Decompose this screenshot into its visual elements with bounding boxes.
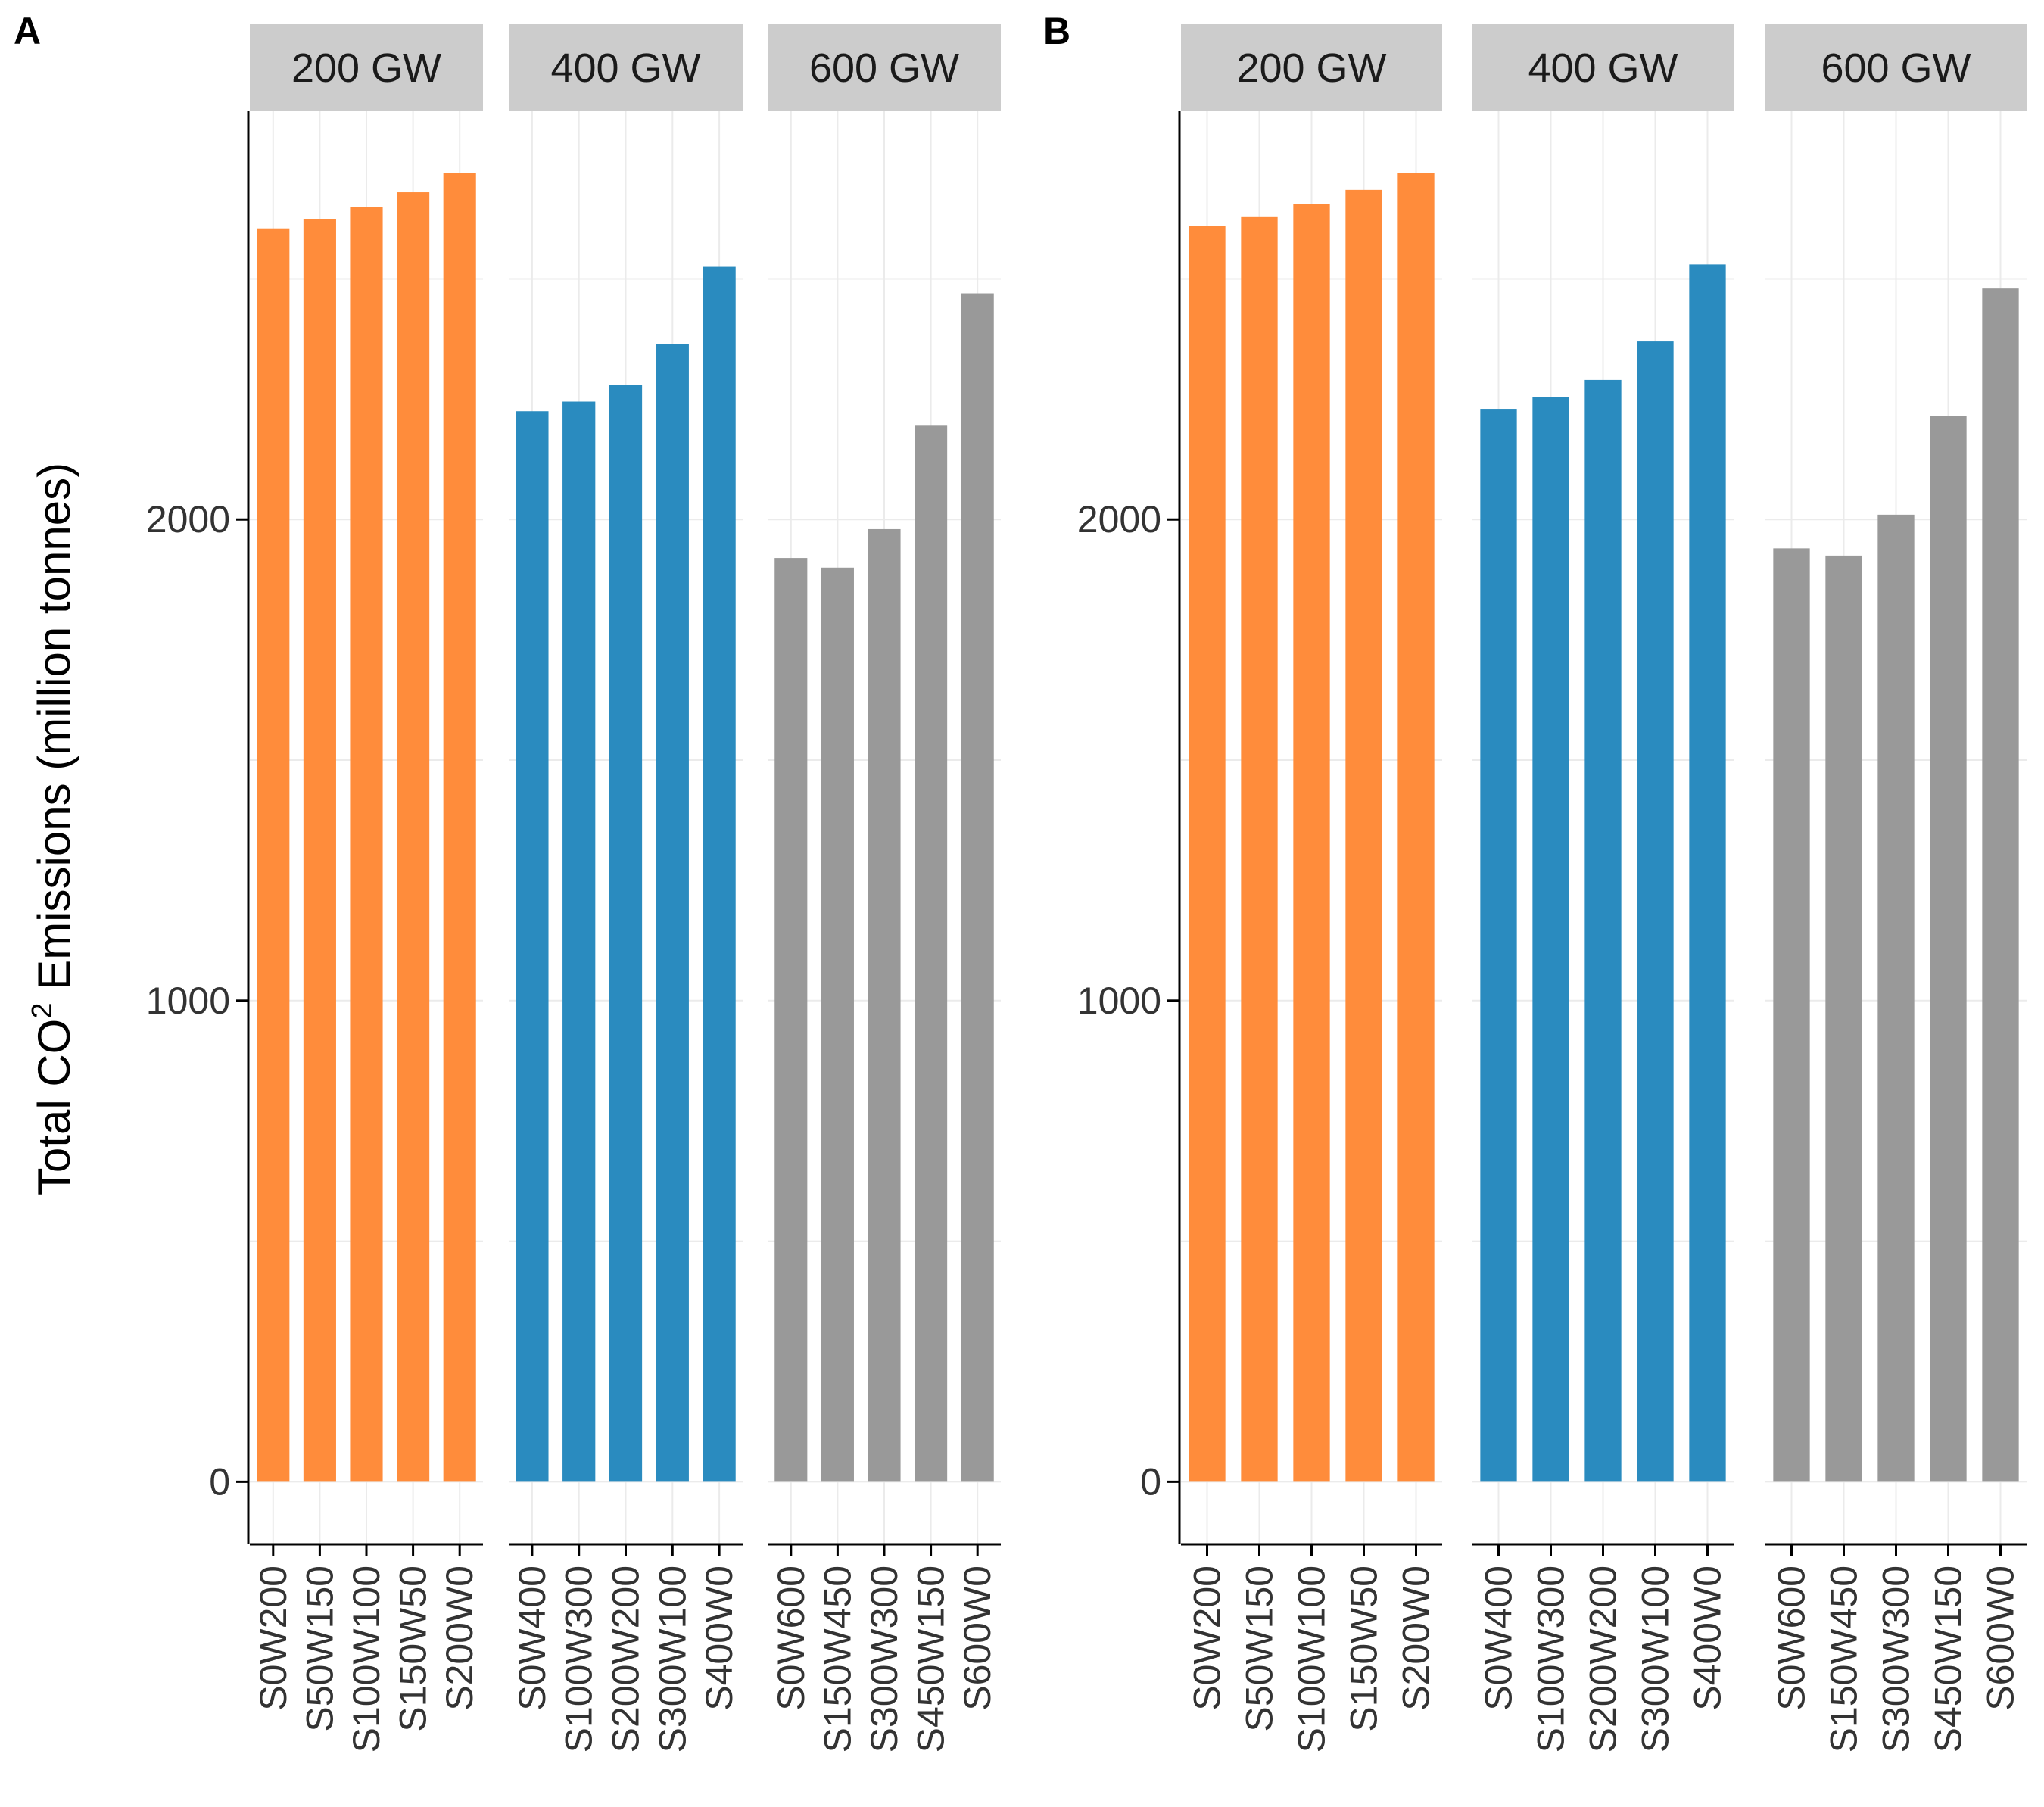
facet-400-gw: 400 GW S0W400 S100W300 S200W200 S300W100 S400…: [1472, 24, 1734, 1752]
facet-strip-label: 200 GW: [1236, 45, 1386, 91]
x-tick-label: S50W150: [298, 1566, 341, 1732]
bar: [516, 411, 549, 1482]
x-tick-label: S400W0: [1687, 1566, 1729, 1711]
x-tick-label: S0W400: [1478, 1566, 1520, 1711]
x-tick-label: S100W300: [558, 1566, 600, 1752]
bar: [1877, 514, 1915, 1482]
y-tick-label: 2000: [146, 498, 230, 541]
bar: [1637, 341, 1674, 1482]
facet-strip-label: 400 GW: [550, 45, 700, 91]
facet-strip-label: 400 GW: [1528, 45, 1678, 91]
bar: [915, 425, 948, 1482]
bar: [1584, 379, 1622, 1482]
bar: [1825, 555, 1862, 1482]
facet-strip: [509, 24, 743, 111]
x-tick-label: S150W50: [392, 1566, 435, 1732]
x-tick-label: S300W100: [1634, 1566, 1677, 1752]
bar: [1689, 264, 1726, 1482]
y-axis: 0 1000 2000: [146, 111, 250, 1544]
x-tick-label: S0W600: [1771, 1566, 1813, 1711]
facet-strip-label: 600 GW: [1821, 45, 1971, 91]
x-tick-label: S200W0: [438, 1566, 481, 1711]
facet-strip-label: 600 GW: [809, 45, 959, 91]
y-axis: 0 1000 2000: [1077, 111, 1181, 1544]
bar: [443, 173, 476, 1482]
bar: [1293, 204, 1330, 1482]
bar: [1480, 409, 1517, 1482]
facet-200-gw: 200 GW S0W200 S50W150 S100W100 S150W50 S200W0: [1181, 24, 1442, 1752]
bar: [1397, 173, 1435, 1482]
facet-600-gw: 600 GW S0W600 S150W450 S300W300 S450W150 S600…: [768, 24, 1001, 1752]
x-tick-label: S150W50: [1343, 1566, 1385, 1732]
x-tick-label: S0W200: [1186, 1566, 1229, 1711]
facet-400-gw: 400 GW S0W400 S100W300 S200W200 S300W100 S400…: [509, 24, 743, 1752]
x-tick-label: S50W150: [1239, 1566, 1281, 1732]
panel-tag: B: [1043, 10, 1070, 52]
bar: [1189, 226, 1226, 1482]
bar: [656, 344, 689, 1482]
bar: [774, 558, 808, 1482]
bar: [821, 567, 854, 1482]
x-tick-label: S200W200: [605, 1566, 647, 1752]
bar: [1773, 548, 1810, 1482]
x-tick-label: S150W450: [816, 1566, 858, 1752]
x-tick-label: S400W0: [698, 1566, 740, 1711]
x-tick-label: S0W400: [511, 1566, 553, 1711]
bar: [1930, 416, 1967, 1482]
y-tick-label: 2000: [1077, 498, 1161, 541]
bar: [1241, 216, 1278, 1482]
x-tick-label: S300W300: [1875, 1566, 1918, 1752]
facet-strip: [1472, 24, 1734, 111]
bar: [703, 266, 736, 1482]
x-tick-label: S200W200: [1582, 1566, 1625, 1752]
x-tick-label: S300W100: [651, 1566, 693, 1752]
y-tick-label: 1000: [1077, 980, 1161, 1022]
y-tick-label: 0: [209, 1460, 230, 1503]
bar: [1982, 288, 2019, 1482]
x-tick-label: S450W150: [1927, 1566, 1970, 1752]
bar: [397, 192, 430, 1482]
panel-tag: A: [14, 10, 41, 52]
bar: [868, 528, 901, 1482]
bar: [350, 207, 383, 1482]
x-tick-label: S300W300: [863, 1566, 905, 1752]
x-tick-label: S100W300: [1530, 1566, 1572, 1752]
x-tick-label: S0W600: [770, 1566, 812, 1711]
x-tick-label: S0W200: [252, 1566, 294, 1711]
y-tick-label: 1000: [146, 980, 230, 1022]
bar: [609, 385, 643, 1482]
bar: [1345, 189, 1382, 1482]
x-tick-label: S150W450: [1823, 1566, 1865, 1752]
x-tick-label: S600W0: [1980, 1566, 2022, 1711]
x-tick-label: S100W100: [1291, 1566, 1333, 1752]
x-tick-label: S200W0: [1395, 1566, 1438, 1711]
facet-strip: [250, 24, 483, 111]
facet-strip: [1181, 24, 1442, 111]
bar: [257, 228, 290, 1482]
x-tick-label: S100W100: [345, 1566, 388, 1752]
facet-strip-label: 200 GW: [291, 45, 441, 91]
facet-strip: [1765, 24, 2027, 111]
facet-600-gw: 600 GW S0W600 S150W450 S300W300 S450W150 S600…: [1765, 24, 2027, 1752]
bar: [961, 293, 994, 1482]
x-tick-label: S450W150: [910, 1566, 952, 1752]
y-axis-title: Total CO2 Emissions (million tonnes): [26, 463, 79, 1195]
bar: [1532, 397, 1569, 1482]
facet-strip: [768, 24, 1001, 111]
x-tick-label: S600W0: [956, 1566, 999, 1711]
facet-200-gw: 200 GW S0W200 S50W150 S100W100 S150W50 S200W0: [250, 24, 483, 1752]
bar: [562, 401, 596, 1482]
bar: [303, 219, 336, 1482]
y-tick-label: 0: [1140, 1460, 1161, 1503]
